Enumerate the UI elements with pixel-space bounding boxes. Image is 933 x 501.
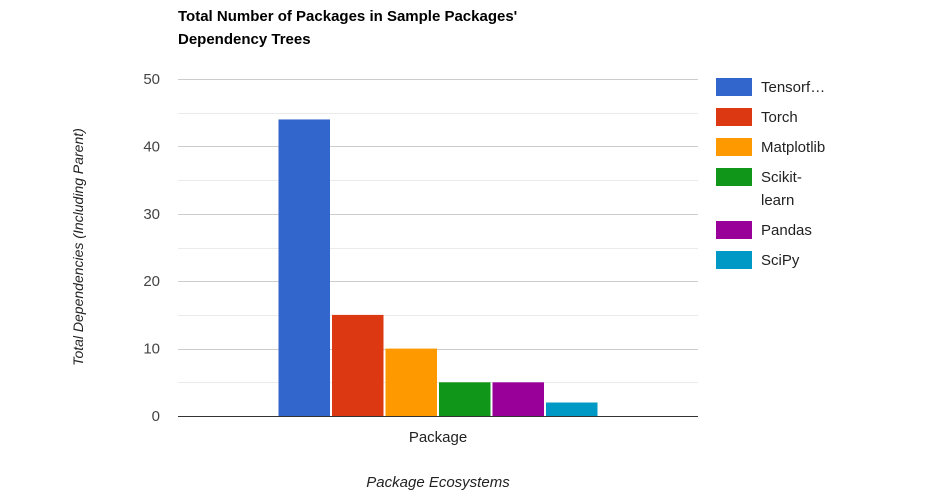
legend-swatch [716,168,752,186]
bar [546,402,598,416]
y-tick-label: 40 [143,138,160,155]
legend-label: Matplotlib [761,139,825,156]
legend-label: Scikit- [761,169,802,186]
legend-swatch [716,138,752,156]
bar [332,314,384,416]
legend-label: SciPy [761,252,800,269]
legend-swatch [716,78,752,96]
y-tick-label: 50 [143,71,160,88]
y-tick-label: 20 [143,273,160,290]
bar [492,382,544,416]
x-axis-label: Package Ecosystems [366,474,510,491]
legend-label: Tensorf… [761,79,825,96]
bar [385,348,437,416]
bar [439,382,491,416]
chart-title-line-2: Dependency Trees [178,31,311,48]
legend-swatch [716,108,752,126]
chart-title-line-1: Total Number of Packages in Sample Packa… [178,8,518,25]
legend-label: learn [761,192,794,209]
legend-label: Pandas [761,222,812,239]
y-tick-label: 10 [143,341,160,358]
x-tick-label: Package [409,429,467,446]
y-tick-label: 0 [152,408,160,425]
legend-label: Torch [761,109,798,126]
bar [278,119,330,416]
y-tick-label: 30 [143,206,160,223]
legend-swatch [716,221,752,239]
legend-swatch [716,251,752,269]
